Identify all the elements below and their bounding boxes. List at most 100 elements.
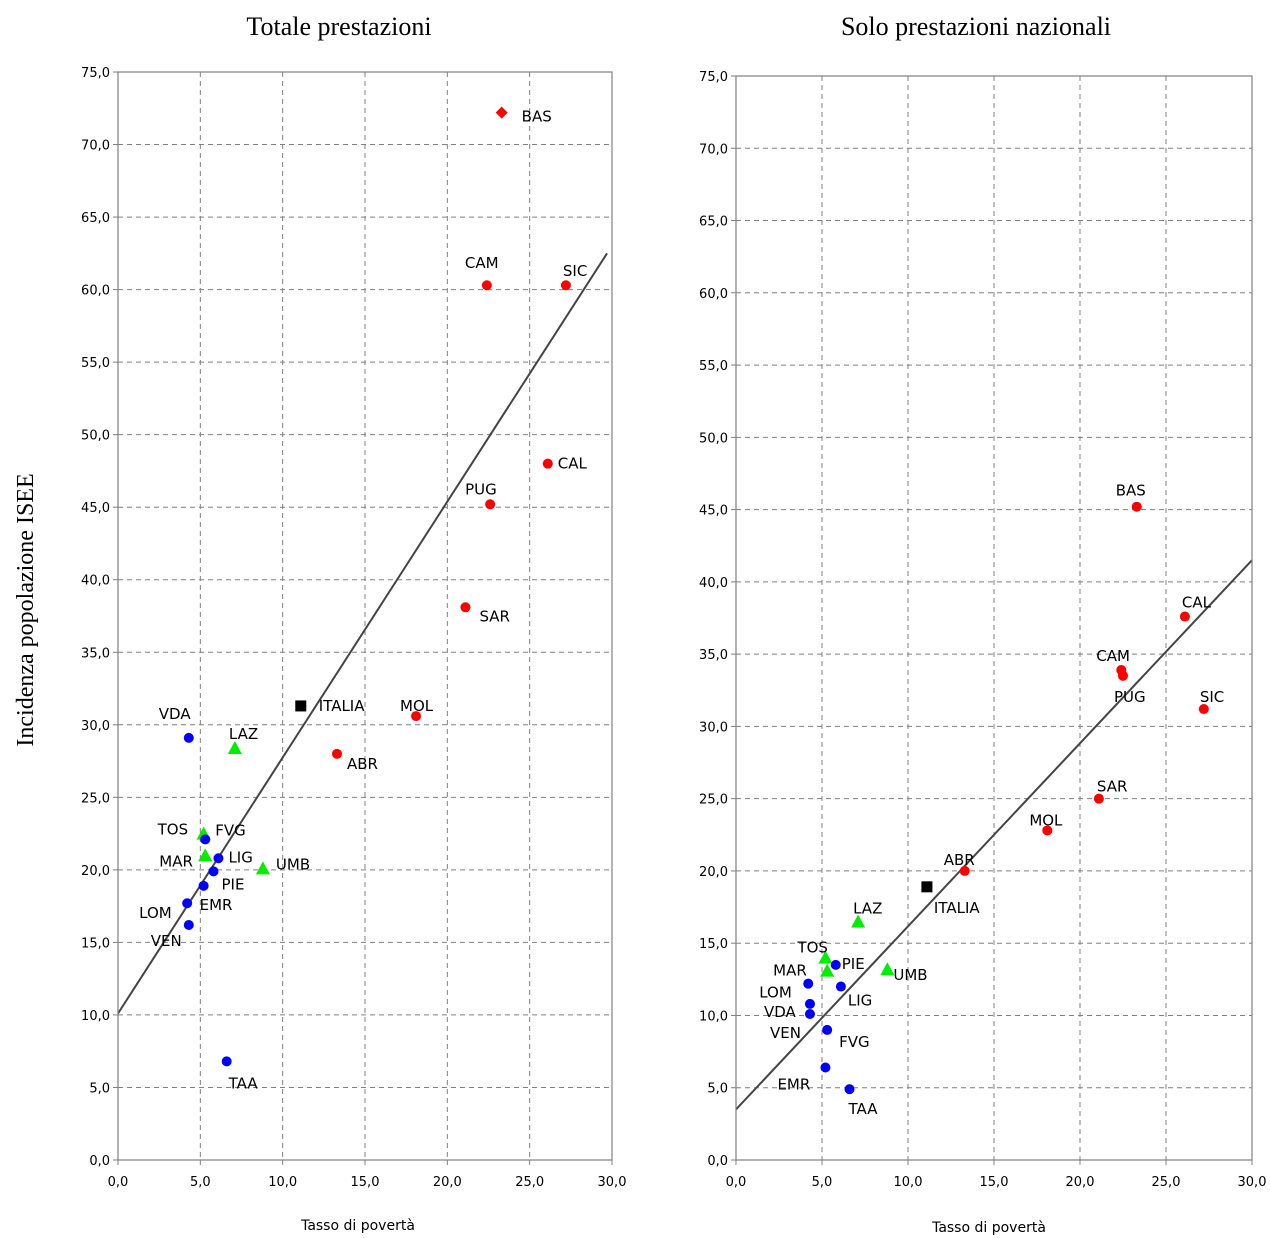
y-tick-label: 75,0 <box>699 70 728 85</box>
point-laz <box>227 741 242 755</box>
chart-solo-prestazioni-nazionali: Solo prestazioni nazionali BAS CAL CAM PUG S… <box>699 12 1266 1236</box>
x-tick-label: 5,0 <box>812 1175 833 1190</box>
x-axis-label: Tasso di povertà <box>300 1218 415 1234</box>
x-tick-label: 0,0 <box>726 1175 747 1190</box>
point-lom-label: LOM <box>139 904 172 922</box>
point-sic <box>1198 704 1209 715</box>
point-pie <box>208 866 219 877</box>
tick-labels: 0,0 5,0 10,0 15,0 20,0 25,0 30,0 0,0 5,0 10,0 15,0… <box>81 66 626 1190</box>
point-taa <box>221 1056 232 1067</box>
point-umb-label: UMB <box>276 855 310 873</box>
point-cam <box>481 280 492 291</box>
y-tick-label: 5,0 <box>707 1082 728 1097</box>
point-abr <box>332 748 343 759</box>
chart-title: Totale prestazioni <box>246 12 431 41</box>
y-tick-label: 70,0 <box>81 139 110 154</box>
y-tick-label: 35,0 <box>81 646 110 661</box>
y-tick-label: 15,0 <box>699 937 728 952</box>
point-pug-label: PUG <box>1114 688 1146 706</box>
y-tick-label: 75,0 <box>81 66 110 81</box>
grid <box>736 76 1252 1160</box>
x-axis-label: Tasso di povertà <box>931 1220 1046 1236</box>
point-tos-label: TOS <box>796 939 828 957</box>
x-tick-label: 10,0 <box>894 1175 923 1190</box>
x-tick-label: 25,0 <box>1152 1175 1181 1190</box>
point-ven-label: VEN <box>151 932 182 950</box>
point-bas <box>495 106 508 119</box>
point-lig-label: LIG <box>228 848 252 866</box>
point-fvg-label: FVG <box>215 821 246 839</box>
point-mar <box>198 848 213 862</box>
point-vda <box>183 732 194 743</box>
point-lom <box>803 978 814 989</box>
chart-totale-prestazioni: Totale prestazioni BAS CAM SIC CAL PUG SAR MOL… <box>81 12 626 1234</box>
point-sic-label: SIC <box>563 262 587 280</box>
point-cal-label: CAL <box>558 455 588 473</box>
tick-labels: 0,0 5,0 10,0 15,0 20,0 25,0 30,0 0,0 5,0 10,0 15,0… <box>699 70 1266 1190</box>
point-lom <box>182 898 193 909</box>
y-tick-label: 10,0 <box>699 1009 728 1024</box>
y-tick-label: 45,0 <box>699 504 728 519</box>
point-sic-label: SIC <box>1200 688 1224 706</box>
point-lom-label: LOM <box>759 984 792 1002</box>
y-tick-label: 20,0 <box>81 864 110 879</box>
y-axis-label: Incidenza popolazione ISEE <box>13 473 39 746</box>
point-umb <box>255 861 270 875</box>
y-tick-label: 70,0 <box>699 142 728 157</box>
y-tick-label: 0,0 <box>89 1154 110 1169</box>
point-sic <box>560 280 571 291</box>
point-laz-label: LAZ <box>853 900 882 918</box>
point-lig-label: LIG <box>848 992 872 1010</box>
x-tick-label: 15,0 <box>980 1175 1009 1190</box>
point-pie <box>830 959 841 970</box>
point-mar <box>820 963 835 977</box>
point-pug <box>485 499 496 510</box>
point-mar-label: MAR <box>773 962 807 980</box>
point-mol <box>1042 825 1053 836</box>
point-pug <box>1118 670 1128 681</box>
point-pug-label: PUG <box>465 480 497 498</box>
point-sar-label: SAR <box>479 607 509 625</box>
y-tick-label: 15,0 <box>81 936 110 951</box>
point-laz-label: LAZ <box>229 725 258 743</box>
point-tos <box>818 950 833 964</box>
point-cam-label: CAM <box>465 254 499 272</box>
point-cam-label: CAM <box>1096 647 1130 665</box>
point-vda-label: VDA <box>159 705 192 723</box>
point-sar <box>460 602 471 613</box>
point-italia-label: ITALIA <box>934 899 980 917</box>
y-tick-label: 60,0 <box>81 284 110 299</box>
point-bas-label: BAS <box>522 108 552 126</box>
data-points: BAS CAM SIC CAL PUG SAR MOL ABR ITALIA LAZ TOS MAR U… <box>139 106 588 1092</box>
point-bas-label: BAS <box>1116 482 1146 500</box>
grid <box>118 72 612 1160</box>
x-tick-label: 20,0 <box>433 1175 462 1190</box>
point-lig <box>835 981 846 992</box>
point-vda <box>804 998 815 1009</box>
point-lig <box>213 853 224 864</box>
y-tick-label: 40,0 <box>699 576 728 591</box>
y-tick-label: 0,0 <box>707 1154 728 1169</box>
point-tos-label: TOS <box>157 821 189 839</box>
y-tick-label: 25,0 <box>81 791 110 806</box>
point-cal-label: CAL <box>1182 594 1212 612</box>
point-taa-label: TAA <box>228 1074 259 1092</box>
y-tick-label: 60,0 <box>699 287 728 302</box>
point-italia <box>295 700 307 712</box>
y-tick-label: 20,0 <box>699 865 728 880</box>
y-tick-label: 40,0 <box>81 574 110 589</box>
y-tick-label: 35,0 <box>699 648 728 663</box>
point-fvg-label: FVG <box>839 1033 870 1051</box>
y-tick-label: 5,0 <box>89 1081 110 1096</box>
point-italia-label: ITALIA <box>319 697 365 715</box>
chart-title: Solo prestazioni nazionali <box>841 12 1111 41</box>
y-tick-label: 55,0 <box>699 359 728 374</box>
point-emr-label: EMR <box>777 1075 810 1093</box>
point-emr <box>820 1062 831 1073</box>
point-mol <box>411 711 422 722</box>
point-bas <box>1131 501 1142 512</box>
x-tick-label: 15,0 <box>351 1175 380 1190</box>
x-tick-label: 20,0 <box>1066 1175 1095 1190</box>
y-tick-label: 45,0 <box>81 501 110 516</box>
